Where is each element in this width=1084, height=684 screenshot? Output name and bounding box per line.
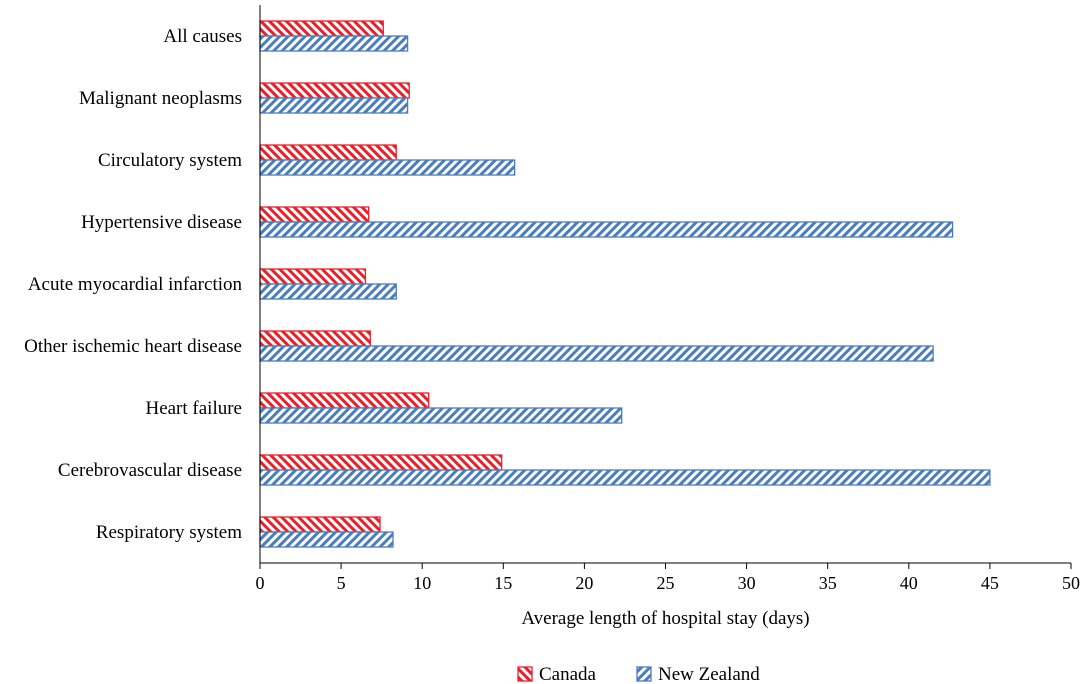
bar-new-zealand-1 [259,35,409,52]
category-label: Other ischemic heart disease [24,336,242,357]
bar-new-zealand-9 [259,531,394,548]
bar-canada-3 [259,144,397,161]
category-label: Circulatory system [98,150,242,171]
bar-new-zealand-5 [259,283,397,300]
category-label: Malignant neoplasms [79,88,242,109]
bar-new-zealand-2 [259,97,409,114]
x-axis-title: Average length of hospital stay (days) [521,608,809,629]
category-label: Heart failure [145,398,242,419]
x-tick-label: 35 [819,573,837,593]
x-tick-label: 25 [657,573,675,593]
category-label: Cerebrovascular disease [58,460,242,481]
bar-canada-2 [259,82,410,99]
bar-canada-1 [259,20,384,37]
x-tick-label: 15 [494,573,512,593]
x-tick-label: 30 [738,573,756,593]
legend: Canada New Zealand [517,664,760,684]
category-label: All causes [163,26,242,47]
bars-group [259,20,991,548]
bar-canada-8 [259,454,503,471]
bar-canada-9 [259,516,381,533]
x-tick-label: 0 [256,573,265,593]
bar-new-zealand-7 [259,407,623,424]
legend-label-new-zealand: New Zealand [658,664,760,684]
legend-swatch-new-zealand [636,666,652,682]
bar-canada-4 [259,206,370,223]
x-axis-ticks: 0 5 10 15 20 25 30 35 40 45 50 [256,563,1080,593]
legend-swatch-canada [517,666,533,682]
x-tick-label: 45 [981,573,999,593]
bar-canada-5 [259,268,367,285]
bar-new-zealand-4 [259,221,954,238]
category-label: Acute myocardial infarction [28,274,243,295]
legend-label-canada: Canada [539,664,597,684]
x-tick-label: 50 [1062,573,1080,593]
bar-new-zealand-8 [259,469,991,486]
x-tick-label: 40 [900,573,918,593]
bar-canada-7 [259,392,430,409]
x-tick-label: 10 [413,573,431,593]
bar-new-zealand-3 [259,159,516,176]
bar-new-zealand-6 [259,345,934,362]
category-label: Hypertensive disease [81,212,242,233]
category-label: Respiratory system [96,522,242,543]
category-labels: All causes Malignant neoplasms Circulatory… [24,26,242,543]
x-tick-label: 5 [337,573,346,593]
x-tick-label: 20 [575,573,593,593]
bar-canada-6 [259,330,371,347]
